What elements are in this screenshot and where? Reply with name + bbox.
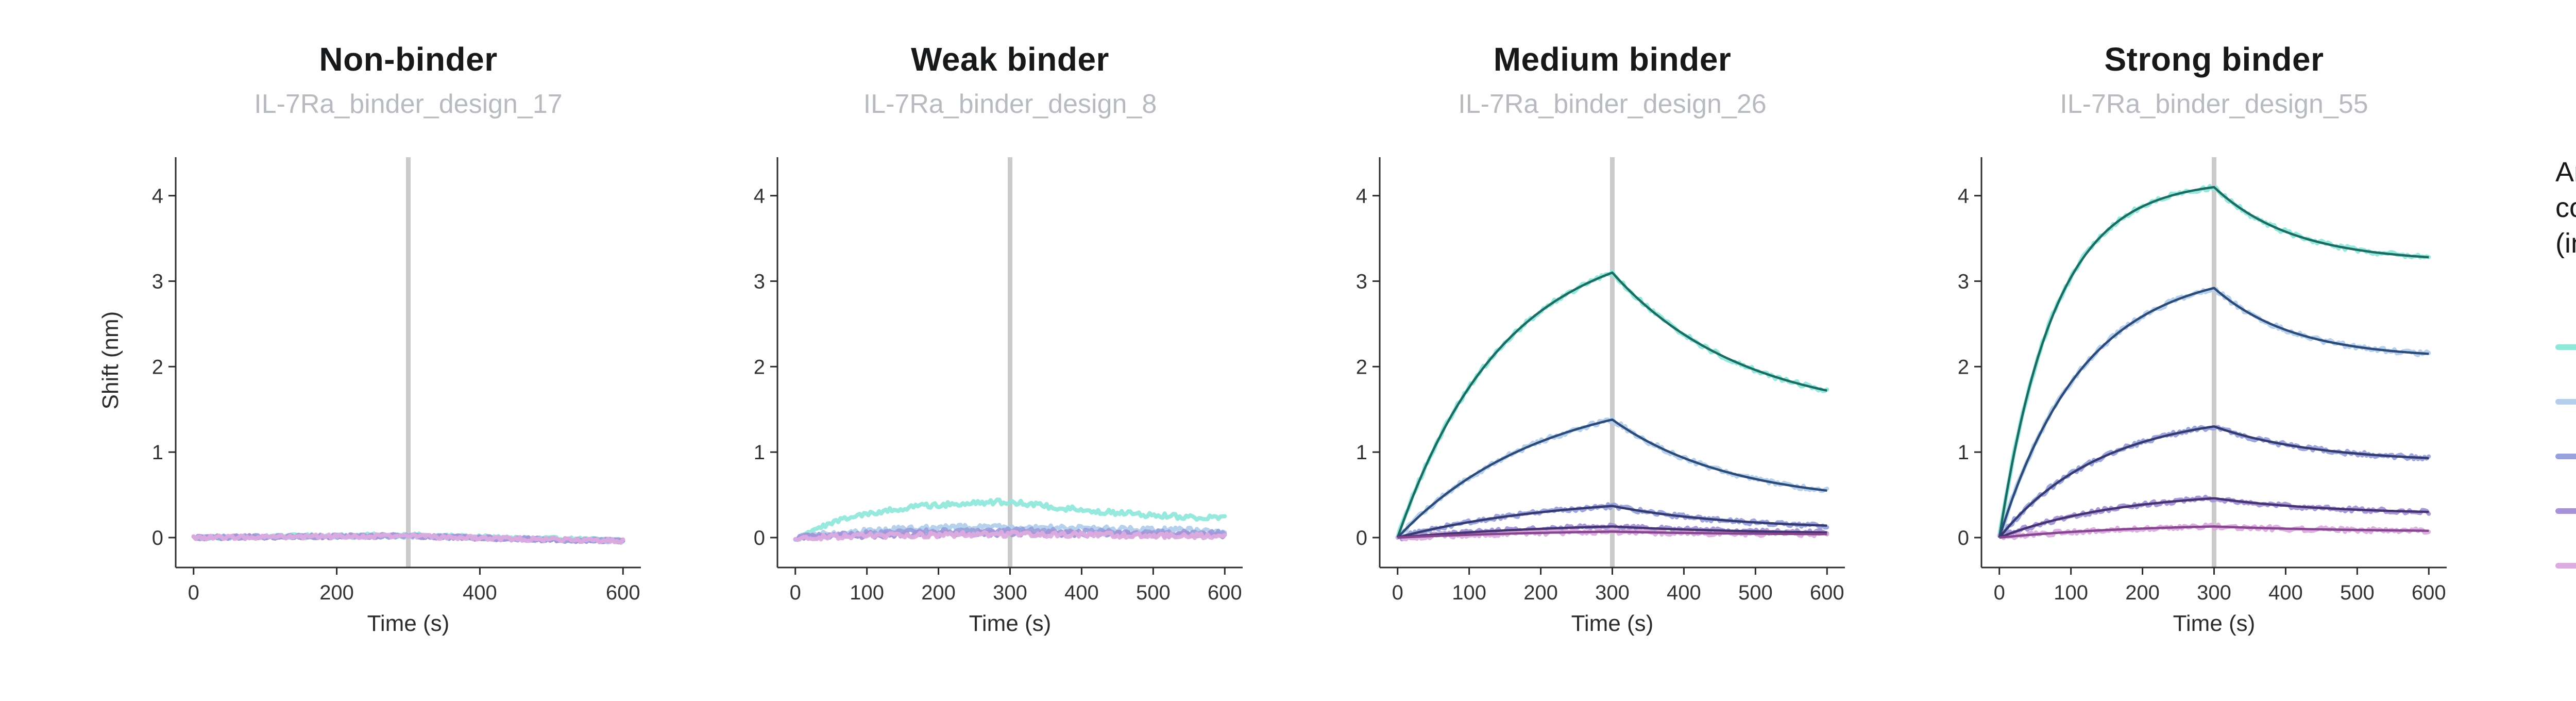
- sensorgram-plot: 0 1 2 3 4 0 100 200 300 400 500 600: [1356, 157, 1845, 604]
- svg-text:4: 4: [754, 185, 765, 208]
- svg-text:2: 2: [754, 356, 765, 378]
- x-axis-label: Time (s): [2173, 611, 2256, 636]
- panel-strong-binder: Strong binder IL-7Ra_binder_design_55 0 1…: [1922, 0, 2468, 701]
- svg-text:400: 400: [463, 581, 497, 604]
- sensorgram-plot: 0 1 2 3 4 0 100 200 300 400 500 600: [1958, 157, 2447, 604]
- svg-text:0: 0: [1958, 527, 1969, 549]
- svg-text:400: 400: [1667, 581, 1701, 604]
- svg-text:0: 0: [1392, 581, 1403, 604]
- svg-text:0: 0: [1994, 581, 2005, 604]
- svg-text:200: 200: [2125, 581, 2160, 604]
- svg-text:0: 0: [1356, 527, 1367, 549]
- legend-entries: 500.0 158.0 50.0 15.8 5.0: [2555, 320, 2576, 593]
- svg-text:2: 2: [1958, 356, 1969, 378]
- legend-entry: 15.8: [2555, 483, 2576, 538]
- panel-title: Medium binder: [1493, 41, 1732, 78]
- svg-text:400: 400: [1064, 581, 1099, 604]
- legend-entry: 5.0: [2555, 538, 2576, 593]
- legend-entry: 500.0: [2555, 320, 2576, 374]
- panel-subtitle: IL-7Ra_binder_design_17: [254, 89, 563, 119]
- svg-text:500: 500: [2340, 581, 2375, 604]
- panel-title: Weak binder: [911, 41, 1109, 78]
- panel-subtitle: IL-7Ra_binder_design_26: [1458, 89, 1767, 119]
- svg-text:2: 2: [152, 356, 163, 378]
- svg-text:200: 200: [1523, 581, 1558, 604]
- svg-text:1: 1: [1356, 441, 1367, 464]
- svg-text:600: 600: [1810, 581, 1844, 604]
- legend-entry: 50.0: [2555, 429, 2576, 483]
- svg-text:0: 0: [188, 581, 199, 604]
- svg-text:1: 1: [754, 441, 765, 464]
- x-axis-label: Time (s): [367, 611, 450, 636]
- svg-text:500: 500: [1136, 581, 1171, 604]
- legend-title: Analyte concentration (in nM): [2555, 157, 2576, 259]
- svg-text:3: 3: [1958, 270, 1969, 293]
- svg-text:200: 200: [319, 581, 354, 604]
- svg-text:300: 300: [2197, 581, 2231, 604]
- panel-title: Non-binder: [319, 41, 498, 78]
- svg-text:4: 4: [1958, 185, 1969, 208]
- svg-text:600: 600: [606, 581, 640, 604]
- line-swatch-icon: [2555, 398, 2576, 405]
- line-swatch-icon: [2555, 453, 2576, 459]
- svg-text:300: 300: [1595, 581, 1630, 604]
- svg-text:0: 0: [790, 581, 801, 604]
- x-axis-label: Time (s): [969, 611, 1052, 636]
- svg-text:600: 600: [1208, 581, 1242, 604]
- svg-text:4: 4: [1356, 185, 1367, 208]
- svg-text:2: 2: [1356, 356, 1367, 378]
- svg-text:1: 1: [152, 441, 163, 464]
- panel-subtitle: IL-7Ra_binder_design_8: [863, 89, 1157, 119]
- legend: Analyte concentration (in nM) 500.0 158.…: [2555, 155, 2576, 569]
- panel-weak-binder: Weak binder IL-7Ra_binder_design_8 0 1 2 3 4…: [718, 0, 1264, 701]
- legend-entry: 158.0: [2555, 374, 2576, 429]
- svg-text:100: 100: [2054, 581, 2088, 604]
- line-swatch-icon: [2555, 508, 2576, 514]
- svg-text:4: 4: [152, 185, 163, 208]
- panel-title: Strong binder: [2104, 41, 2324, 78]
- svg-text:300: 300: [993, 581, 1027, 604]
- line-swatch-icon: [2555, 562, 2576, 569]
- svg-text:3: 3: [152, 270, 163, 293]
- panel-subtitle: IL-7Ra_binder_design_55: [2060, 89, 2368, 119]
- panel-non-binder: Non-binder IL-7Ra_binder_design_17 0 1 2 3 4…: [116, 0, 663, 701]
- svg-text:100: 100: [1452, 581, 1486, 604]
- svg-text:3: 3: [754, 270, 765, 293]
- line-swatch-icon: [2555, 344, 2576, 350]
- svg-text:1: 1: [1958, 441, 1969, 464]
- svg-text:3: 3: [1356, 270, 1367, 293]
- svg-text:0: 0: [754, 527, 765, 549]
- svg-text:100: 100: [850, 581, 884, 604]
- sensorgram-plot: 0 1 2 3 4 0 100 200 300 400 500 600: [754, 157, 1243, 604]
- svg-text:600: 600: [2412, 581, 2446, 604]
- x-axis-label: Time (s): [1571, 611, 1654, 636]
- svg-text:200: 200: [921, 581, 956, 604]
- svg-text:400: 400: [2268, 581, 2303, 604]
- svg-text:500: 500: [1738, 581, 1773, 604]
- panel-medium-binder: Medium binder IL-7Ra_binder_design_26 0 1…: [1320, 0, 1867, 701]
- sensorgram-plot: 0 1 2 3 4 0 200 400 600: [152, 157, 641, 604]
- svg-text:0: 0: [152, 527, 163, 549]
